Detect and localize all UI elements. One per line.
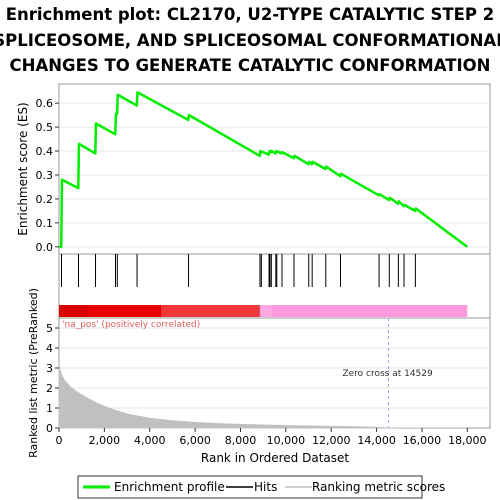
hits-panel (58, 253, 491, 319)
ranking-xlabel: Rank in Ordered Dataset (201, 451, 349, 465)
ranking-ytick-label: 3 (46, 362, 53, 375)
legend-enrichment-label: Enrichment profile (114, 480, 225, 494)
ranking-ytick-label: 5 (46, 322, 53, 335)
band-shade (59, 305, 89, 317)
hit-markers (60, 254, 416, 287)
ranking-ytick-label: 2 (46, 382, 53, 395)
title-line-3: CHANGES TO GENERATE CATALYTIC CONFORMATI… (10, 56, 491, 75)
es-panel-frame (58, 83, 491, 255)
ranking-xticks: 0 2,000 4,000 6,000 8,000 10,000 12,000 14,000 1… (56, 428, 487, 447)
ranking-ylabel: Ranked list metric (PreRanked) (27, 288, 40, 458)
ranking-xtick-label: 12,000 (312, 434, 351, 447)
ranking-gridlines (59, 327, 490, 409)
ranking-xtick-label: 2,000 (89, 434, 121, 447)
positive-band (59, 305, 260, 317)
ranking-xtick-label: 0 (56, 434, 63, 447)
band-shading (59, 305, 273, 317)
es-panel: 0.0 0.1 0.2 0.3 0.4 0.5 0.6 Enrichment score (… (16, 83, 491, 255)
band-shade (88, 305, 162, 317)
zero-cross-label: Zero cross at 14529 (342, 369, 433, 379)
positive-correlation-label: 'na_pos' (positively correlated) (62, 320, 200, 330)
ranking-xtick-label: 4,000 (134, 434, 166, 447)
ranking-metric-area (58, 361, 468, 429)
chart-title: Enrichment plot: CL2170, U2-TYPE CATALYT… (0, 5, 500, 75)
negative-band (259, 305, 468, 317)
es-gridlines (59, 102, 490, 248)
ranking-ytick-label: 0 (46, 422, 53, 435)
legend-ranking-label: Ranking metric scores (312, 480, 445, 494)
es-ytick-label: 0.0 (36, 241, 54, 254)
band-shade (259, 305, 273, 317)
title-line-1: Enrichment plot: CL2170, U2-TYPE CATALYT… (6, 5, 495, 24)
ranking-xtick-label: 6,000 (179, 434, 211, 447)
es-ytick-label: 0.2 (36, 193, 54, 206)
ranking-xtick-label: 10,000 (267, 434, 306, 447)
enrichment-profile-line (59, 91, 469, 249)
ranking-xtick-label: 18,000 (448, 434, 487, 447)
es-ytick-label: 0.4 (36, 145, 54, 158)
ranking-panel: Zero cross at 14529 'na_pos' (positively… (27, 288, 491, 465)
es-ytick-label: 0.6 (36, 97, 54, 110)
es-ytick-label: 0.1 (36, 217, 54, 230)
ranking-xtick-label: 8,000 (225, 434, 257, 447)
ranking-yticks: 0 1 2 3 4 5 (46, 322, 59, 435)
legend-hits-label: Hits (254, 480, 277, 494)
ranking-ytick-label: 1 (46, 402, 53, 415)
ranking-xtick-label: 16,000 (403, 434, 442, 447)
es-ylabel: Enrichment score (ES) (16, 102, 30, 235)
es-yticks: 0.0 0.1 0.2 0.3 0.4 0.5 0.6 (36, 97, 59, 254)
band-shade (161, 305, 260, 317)
ranking-xtick-label: 14,000 (357, 434, 396, 447)
es-ytick-label: 0.5 (36, 121, 54, 134)
es-ytick-label: 0.3 (36, 169, 54, 182)
ranking-ytick-label: 4 (46, 342, 53, 355)
title-line-2: SPLICEOSOME, AND SPLICEOSOMAL CONFORMATI… (0, 31, 500, 50)
legend: Enrichment profile Hits Ranking metric s… (77, 475, 445, 499)
